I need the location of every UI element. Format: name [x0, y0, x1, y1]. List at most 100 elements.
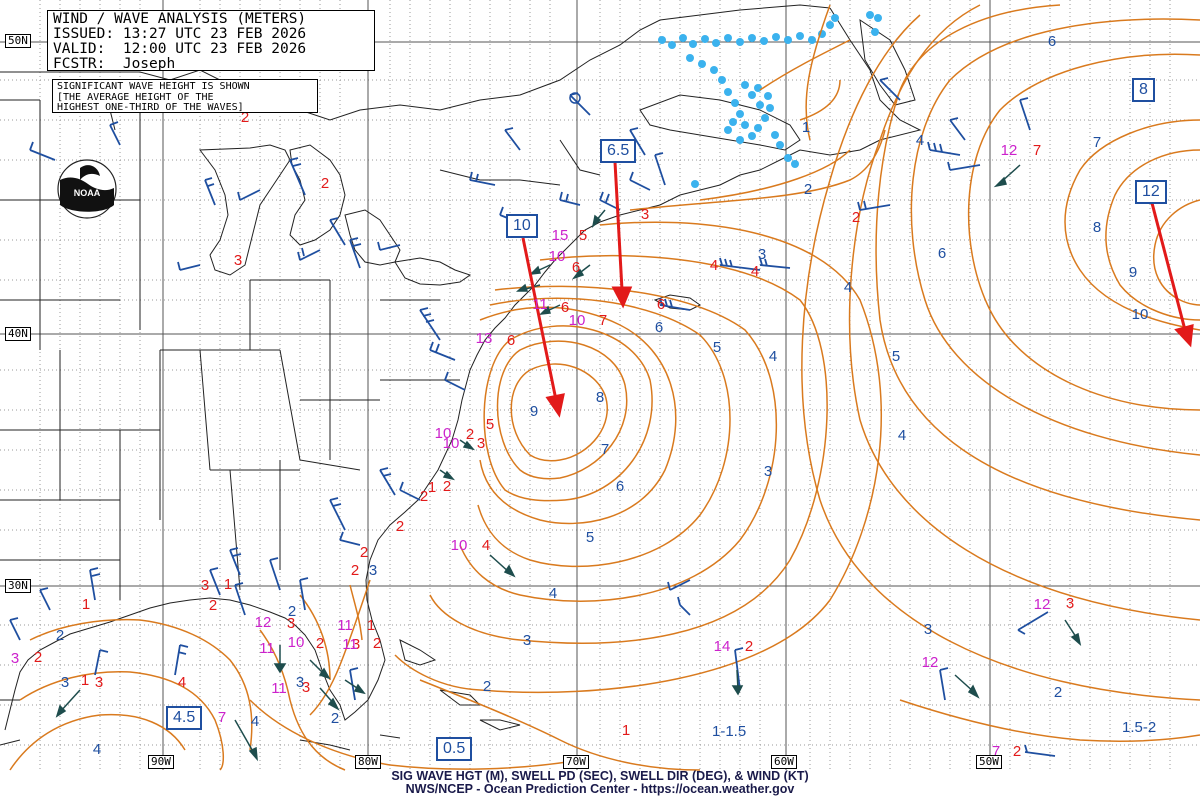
wave-value-label: 2: [209, 597, 217, 614]
contour-label: 3: [296, 674, 304, 691]
wave-value-label: 7: [599, 312, 607, 329]
contour-label: 2: [56, 627, 64, 644]
wave-value-label: 2: [466, 426, 474, 443]
wave-value-label: 3: [201, 577, 209, 594]
swell-period-label: 7: [218, 709, 226, 726]
swell-period-label: 11: [271, 680, 287, 697]
wave-value-label: 6: [572, 259, 580, 276]
wave-value-label: 3: [287, 615, 295, 632]
contour-label: 6: [1048, 33, 1056, 50]
contour-label: 6: [655, 319, 663, 336]
contour-label: 3: [764, 463, 772, 480]
wave-value-label: 2: [321, 175, 329, 192]
wave-value-label: 1: [428, 479, 436, 496]
title-block: WIND / WAVE ANALYSIS (METERS) ISSUED: 13…: [47, 10, 375, 72]
noaa-logo: NOAA: [57, 159, 117, 219]
swell-period-label: 3: [11, 650, 19, 667]
contour-label: 4: [93, 741, 101, 758]
box-label-10: 10: [506, 214, 538, 238]
contour-label: 10: [1132, 306, 1149, 323]
contour-label: 3: [61, 674, 69, 691]
swell-period-label: 11: [532, 296, 548, 313]
wave-value-label: 3: [477, 435, 485, 452]
swell-main-arrows: [521, 161, 1194, 418]
contour-label: 2: [331, 710, 339, 727]
swell-period-label: 12: [922, 654, 939, 671]
contour-label: 6: [616, 478, 624, 495]
contour-label: 2: [1054, 684, 1062, 701]
wave-value-label: 3: [1066, 595, 1074, 612]
contour-label: 9: [530, 403, 538, 420]
wave-value-label: 2: [316, 635, 324, 652]
swell-period-label: 11: [259, 640, 275, 657]
chart-title: WIND / WAVE ANALYSIS (METERS): [53, 11, 307, 27]
contour-label: 9: [1129, 264, 1137, 281]
wave-value-label: 3: [95, 674, 103, 691]
contour-label: 4: [844, 279, 852, 296]
contour-label: 4: [898, 427, 906, 444]
contour-label: 4: [916, 132, 924, 149]
range-label-1: 1-1.5: [712, 723, 747, 740]
forecaster: FCSTR: Joseph: [53, 56, 176, 72]
wave-value-label: 4: [482, 537, 490, 554]
swell-period-label: 13: [476, 330, 493, 347]
wave-value-label: 3: [641, 206, 649, 223]
contour-label: 4: [769, 348, 777, 365]
lon-label-50w: 50W: [976, 755, 1002, 769]
contour-label: 3: [523, 632, 531, 649]
wind-barbs: [9, 77, 1056, 757]
contour-label: 2: [483, 678, 491, 695]
wave-value-label: 7: [1033, 142, 1041, 159]
wave-value-label: 4: [751, 263, 759, 280]
wave-value-label: 3: [352, 636, 360, 653]
note-line-1: SIGNIFICANT WAVE HEIGHT IS SHOWN: [57, 81, 250, 92]
contour-label: 5: [713, 339, 721, 356]
grid-dotted: [0, 0, 1200, 770]
swell-period-label: 10: [451, 537, 468, 554]
box-label-8: 8: [1132, 78, 1155, 102]
note-line-3: HIGHEST ONE-THIRD OF THE WAVES]: [57, 102, 244, 113]
wave-value-label: 2: [396, 518, 404, 535]
wave-value-label: 1: [82, 596, 90, 613]
contour-label: 3: [924, 621, 932, 638]
low-marker: [569, 92, 581, 104]
box-label-6-5: 6.5: [600, 139, 637, 163]
swell-arrows: [55, 164, 1082, 762]
sea-ice-dots: [658, 11, 882, 188]
wave-value-label: 2: [443, 478, 451, 495]
wave-value-label: 5: [486, 416, 494, 433]
contour-label: 8: [1093, 219, 1101, 236]
lon-label-90w: 90W: [148, 755, 174, 769]
wave-value-label: 6: [657, 296, 665, 313]
range-label-2: 1.5-2: [1122, 719, 1157, 736]
footer-line-2: NWS/NCEP - Ocean Prediction Center - htt…: [405, 782, 795, 796]
contour-label: 3: [758, 246, 766, 263]
contour-label: 8: [596, 389, 604, 406]
wave-value-label: 1: [622, 722, 630, 739]
footer-line-1: SIG WAVE HGT (M), SWELL PD (SEC), SWELL …: [391, 769, 809, 783]
swell-period-label: 11: [337, 617, 353, 634]
contour-label: 6: [938, 245, 946, 262]
box-label-4-5: 4.5: [166, 706, 203, 730]
lat-label-40n: 40N: [5, 327, 31, 341]
wave-value-label: 2: [1013, 743, 1021, 760]
wave-value-label: 4: [178, 674, 186, 691]
wave-value-label: 1: [367, 617, 375, 634]
wave-value-label: 2: [360, 544, 368, 561]
box-label-0-5: 0.5: [436, 737, 473, 761]
swell-period-label: 10: [443, 435, 460, 452]
wave-value-label: 2: [34, 649, 42, 666]
swell-period-label: 11: [342, 636, 358, 653]
swell-period-label: 12: [1001, 142, 1018, 159]
coastlines: [0, 4, 922, 751]
wave-height-contours: [9, 4, 1200, 771]
wave-value-label: 5: [579, 227, 587, 244]
contour-label: 2: [288, 603, 296, 620]
contour-label: 7: [601, 441, 609, 458]
wave-value-label: 1: [81, 672, 89, 689]
swell-period-label: 10: [549, 248, 566, 265]
lat-label-50n: 50N: [5, 34, 31, 48]
note-line-2: [THE AVERAGE HEIGHT OF THE: [57, 91, 214, 103]
